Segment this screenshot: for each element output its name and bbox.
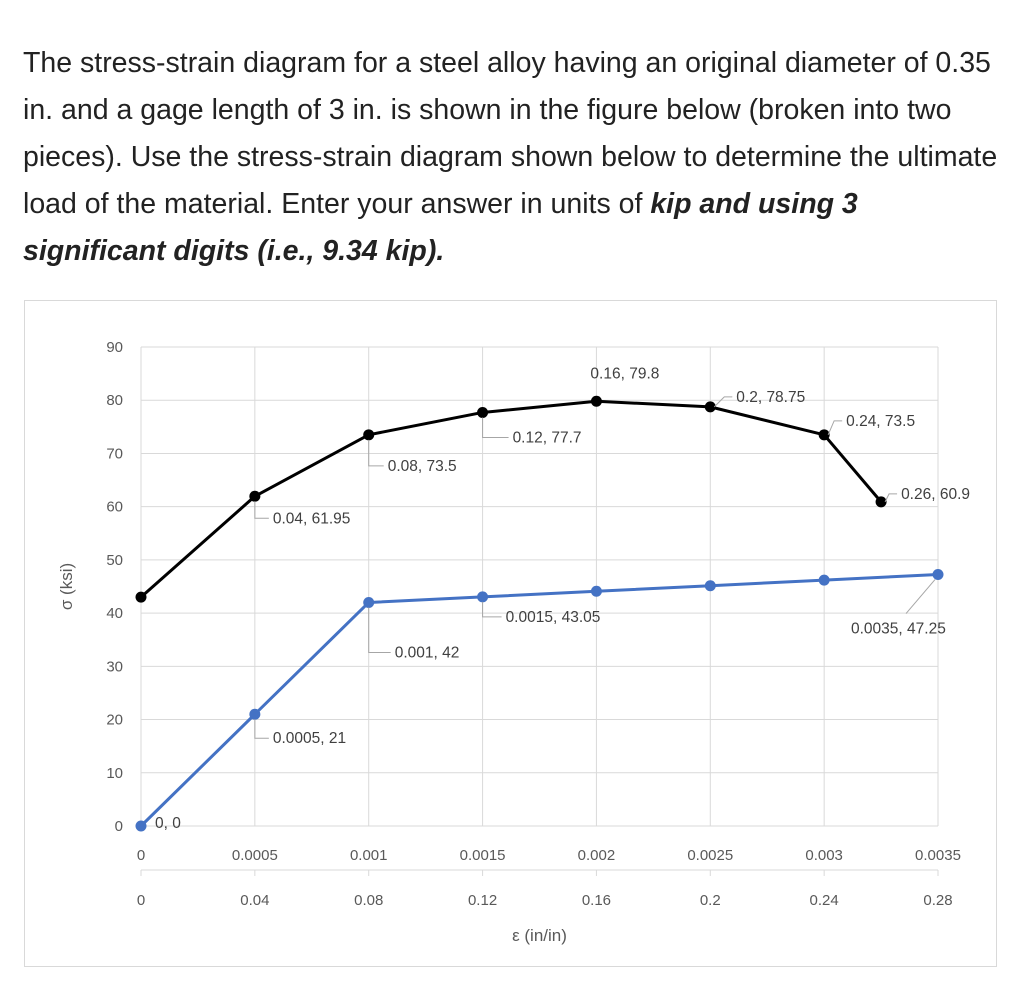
- x-primary-tick-label: 0.0005: [232, 847, 278, 864]
- x-secondary-tick-label: 0.28: [923, 892, 952, 909]
- x-primary-tick-label: 0.003: [805, 847, 843, 864]
- data-point: [363, 596, 375, 608]
- y-tick-label: 60: [106, 499, 123, 516]
- data-point: [818, 429, 830, 441]
- label-leader-line: [482, 601, 502, 618]
- x-secondary-tick-label: 0: [137, 892, 145, 909]
- question-text-emphasis: kip and using 3 significant digits (i.e.…: [23, 188, 858, 267]
- label-leader-line: [368, 607, 391, 653]
- data-point: [704, 580, 716, 592]
- label-leader-line: [884, 493, 898, 503]
- x-secondary-tick-label: 0.12: [468, 892, 497, 909]
- data-label: 0.0015, 43.05: [506, 609, 601, 626]
- question-text-plain: The stress-strain diagram for a steel al…: [23, 47, 998, 220]
- chart-svg: 0 10 20 30 40 50 60 70 80 90 0 0.0005 0.001 0.0015 0.0…: [57, 339, 970, 945]
- data-point: [590, 395, 602, 407]
- label-leader-line: [254, 719, 269, 739]
- data-label: 0.24, 73.5: [846, 413, 915, 430]
- data-label: 0.2, 78.75: [736, 389, 805, 406]
- y-tick-label: 80: [106, 392, 123, 409]
- x-axis-title: ε (in/in): [512, 926, 567, 945]
- y-axis-title: σ (ksi): [57, 563, 76, 610]
- y-tick-label: 70: [106, 445, 123, 462]
- series-line: [139, 573, 939, 828]
- label-leader-line: [368, 439, 384, 467]
- x-primary-tick-label: 0.0035: [915, 847, 961, 864]
- x-secondary-tick-label: 0.24: [810, 892, 839, 909]
- data-point: [818, 574, 830, 586]
- y-tick-label: 0: [115, 818, 123, 835]
- data-point: [363, 429, 375, 441]
- data-label: 0.001, 42: [395, 644, 460, 661]
- data-label: 0.0035, 47.25: [851, 621, 946, 638]
- y-tick-label: 20: [106, 712, 123, 729]
- series-line: [140, 399, 883, 599]
- data-point: [135, 820, 147, 832]
- x-primary-tick-label: 0.002: [578, 847, 616, 864]
- data-point: [477, 591, 489, 603]
- data-label: 0.0005, 21: [273, 730, 346, 747]
- x-primary-tick-label: 0: [137, 847, 145, 864]
- data-point: [932, 569, 944, 581]
- y-tick-label: 50: [106, 552, 123, 569]
- data-point: [875, 496, 887, 508]
- data-point: [477, 406, 489, 418]
- y-tick-label: 90: [106, 339, 123, 356]
- y-tick-label: 30: [106, 658, 123, 675]
- x-secondary-tick-label: 0.2: [700, 892, 721, 909]
- data-label: 0.12, 77.7: [513, 429, 582, 446]
- data-label: 0.04, 61.95: [273, 510, 351, 527]
- data-point: [704, 401, 716, 413]
- data-point: [249, 708, 261, 720]
- question-text: The stress-strain diagram for a steel al…: [23, 40, 998, 275]
- data-point: [135, 591, 147, 603]
- label-leader-line: [713, 396, 733, 408]
- label-leader-line: [827, 420, 843, 436]
- label-leader-line: [254, 501, 269, 519]
- x-secondary-tick-label: 0.16: [582, 892, 611, 909]
- x-secondary-tick-label: 0.04: [240, 892, 269, 909]
- x-primary-tick-label: 0.0015: [460, 847, 506, 864]
- label-leader-line: [905, 579, 936, 614]
- data-point: [590, 585, 602, 597]
- label-leader-line: [482, 417, 509, 438]
- data-label: 0.16, 79.8: [590, 365, 659, 382]
- y-tick-label: 10: [106, 765, 123, 782]
- data-label: 0, 0: [155, 815, 181, 832]
- y-tick-label: 40: [106, 605, 123, 622]
- data-label: 0.08, 73.5: [388, 458, 457, 475]
- data-label: 0.26, 60.9: [901, 486, 970, 503]
- x-primary-tick-label: 0.0025: [687, 847, 733, 864]
- stress-strain-chart: 0 10 20 30 40 50 60 70 80 90 0 0.0005 0.001 0.0015 0.0…: [24, 300, 997, 967]
- x-secondary-tick-label: 0.08: [354, 892, 383, 909]
- x-primary-tick-label: 0.001: [350, 847, 388, 864]
- data-point: [249, 490, 261, 502]
